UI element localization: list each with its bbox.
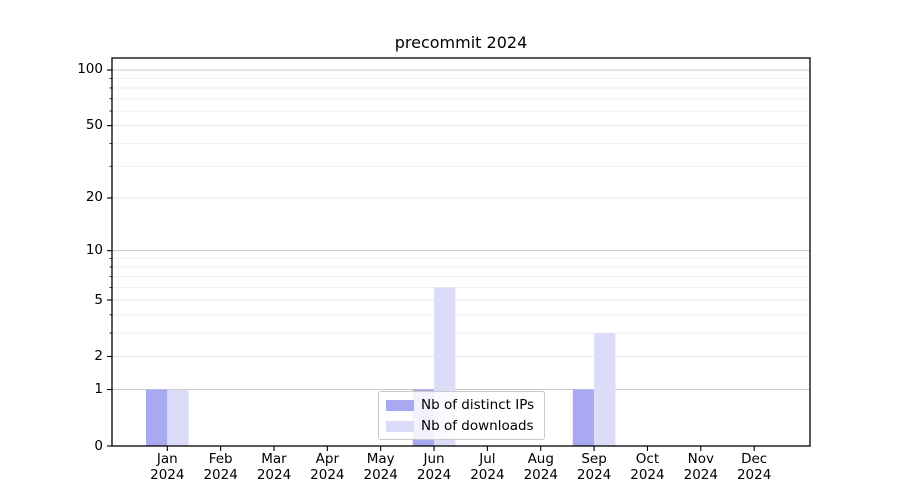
legend-label-distinct-ips: Nb of distinct IPs bbox=[421, 397, 535, 413]
legend-row-distinct-ips: Nb of distinct IPs bbox=[386, 396, 537, 414]
bar-downloads-sep bbox=[594, 333, 616, 446]
legend-swatch-distinct-ips bbox=[386, 399, 414, 411]
legend-swatch-downloads bbox=[386, 420, 414, 432]
bar-downloads-jan bbox=[167, 389, 189, 446]
chart-title: precommit 2024 bbox=[394, 33, 528, 52]
axes-frame bbox=[111, 57, 811, 447]
legend: Nb of distinct IPs Nb of downloads bbox=[378, 391, 545, 440]
legend-label-downloads: Nb of downloads bbox=[421, 418, 534, 434]
legend-row-downloads: Nb of downloads bbox=[386, 417, 537, 435]
bar-ips-sep bbox=[572, 389, 595, 446]
bar-ips-jan bbox=[146, 389, 168, 446]
